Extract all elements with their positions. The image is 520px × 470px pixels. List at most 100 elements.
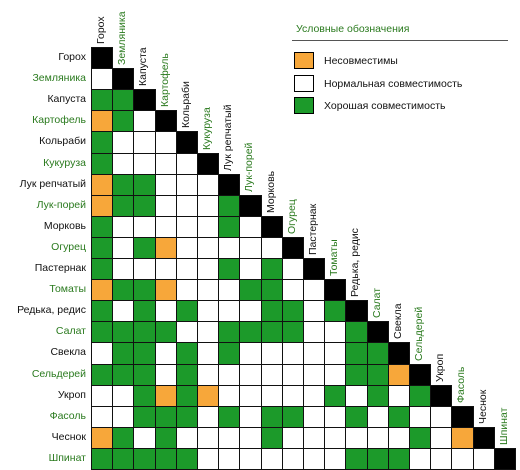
cell-normal (409, 406, 431, 428)
cell-normal (409, 448, 431, 470)
cell-good (155, 448, 177, 470)
cell-normal (155, 174, 177, 196)
cell-good (324, 300, 346, 322)
cell-normal (303, 385, 325, 407)
cell-good (261, 321, 283, 343)
cell-normal (133, 216, 156, 238)
cell-normal (112, 237, 134, 259)
cell-good (345, 364, 368, 386)
cell-good (155, 321, 177, 343)
cell-good (345, 406, 368, 428)
cell-normal (388, 427, 410, 449)
cell-normal (282, 279, 304, 301)
cell-normal (239, 258, 262, 280)
cell-normal (176, 427, 198, 449)
column-label: Шпинат (497, 407, 510, 445)
row-label: Морковь (43, 219, 86, 232)
cell-normal (451, 448, 474, 470)
cell-normal (324, 321, 346, 343)
cell-normal (345, 385, 368, 407)
cell-good (112, 448, 134, 470)
cell-normal (282, 364, 304, 386)
cell-good (91, 300, 113, 322)
cell-good (261, 406, 283, 428)
row-label: Пастернак (34, 262, 86, 274)
cell-normal (239, 237, 262, 259)
cell-normal (430, 427, 452, 449)
cell-good (261, 427, 283, 449)
cell-normal (473, 448, 495, 470)
cell-normal (197, 174, 219, 196)
diagonal-cell (91, 47, 113, 69)
cell-good (155, 427, 177, 449)
row-label: Лук репчатый (19, 177, 86, 190)
cell-normal (282, 427, 304, 449)
column-label: Кукуруза (201, 106, 213, 150)
cell-normal (176, 195, 198, 217)
cell-good (176, 300, 198, 322)
cell-good (409, 385, 431, 407)
diagonal-cell (197, 153, 219, 175)
cell-normal (112, 131, 134, 154)
cell-normal (133, 258, 156, 280)
cell-good (218, 406, 240, 428)
cell-normal (197, 448, 219, 470)
diagonal-cell (218, 174, 240, 196)
cell-good (112, 427, 134, 449)
cell-good (176, 342, 198, 365)
cell-incompatible (91, 110, 113, 132)
cell-normal (239, 300, 262, 322)
cell-good (112, 195, 134, 217)
cell-normal (303, 364, 325, 386)
cell-good (133, 174, 156, 196)
cell-good (112, 321, 134, 343)
cell-good (367, 342, 389, 365)
row-label: Лук-порей (36, 198, 86, 211)
cell-normal (176, 321, 198, 343)
legend-label-incompatible: Несовместимы (324, 55, 398, 67)
cell-good (367, 364, 389, 386)
row-label: Шпинат (48, 451, 86, 464)
cell-incompatible (155, 385, 177, 407)
row-label: Кукуруза (43, 156, 86, 169)
diagonal-cell (430, 385, 452, 407)
cell-good (218, 342, 240, 365)
cell-normal (282, 342, 304, 365)
cell-normal (155, 300, 177, 322)
cell-normal (155, 364, 177, 386)
cell-normal (155, 131, 177, 154)
cell-normal (197, 321, 219, 343)
cell-normal (197, 195, 219, 217)
cell-normal (303, 279, 325, 301)
cell-good (388, 448, 410, 470)
row-label: Земляника (32, 72, 86, 85)
cell-incompatible (155, 237, 177, 259)
diagonal-cell (388, 342, 410, 365)
cell-normal (261, 237, 283, 259)
cell-normal (261, 448, 283, 470)
legend-title: Условные обозначения (296, 23, 410, 35)
diagonal-cell (282, 237, 304, 259)
cell-good (133, 321, 156, 343)
cell-normal (218, 385, 240, 407)
column-label: Редька, редис (349, 228, 362, 298)
cell-normal (133, 427, 156, 449)
cell-incompatible (91, 174, 113, 196)
row-label: Фасоль (49, 409, 86, 422)
diagonal-cell (112, 68, 134, 90)
cell-good (91, 131, 113, 154)
cell-good (282, 300, 304, 322)
cell-normal (261, 385, 283, 407)
row-label: Свекла (50, 346, 86, 359)
cell-normal (239, 427, 262, 449)
cell-good (261, 258, 283, 280)
cell-good (282, 321, 304, 343)
cell-good (324, 385, 346, 407)
cell-normal (239, 216, 262, 238)
legend-divider (292, 40, 508, 41)
cell-normal (176, 237, 198, 259)
cell-normal (112, 385, 134, 407)
cell-good (91, 321, 113, 343)
cell-good (91, 258, 113, 280)
